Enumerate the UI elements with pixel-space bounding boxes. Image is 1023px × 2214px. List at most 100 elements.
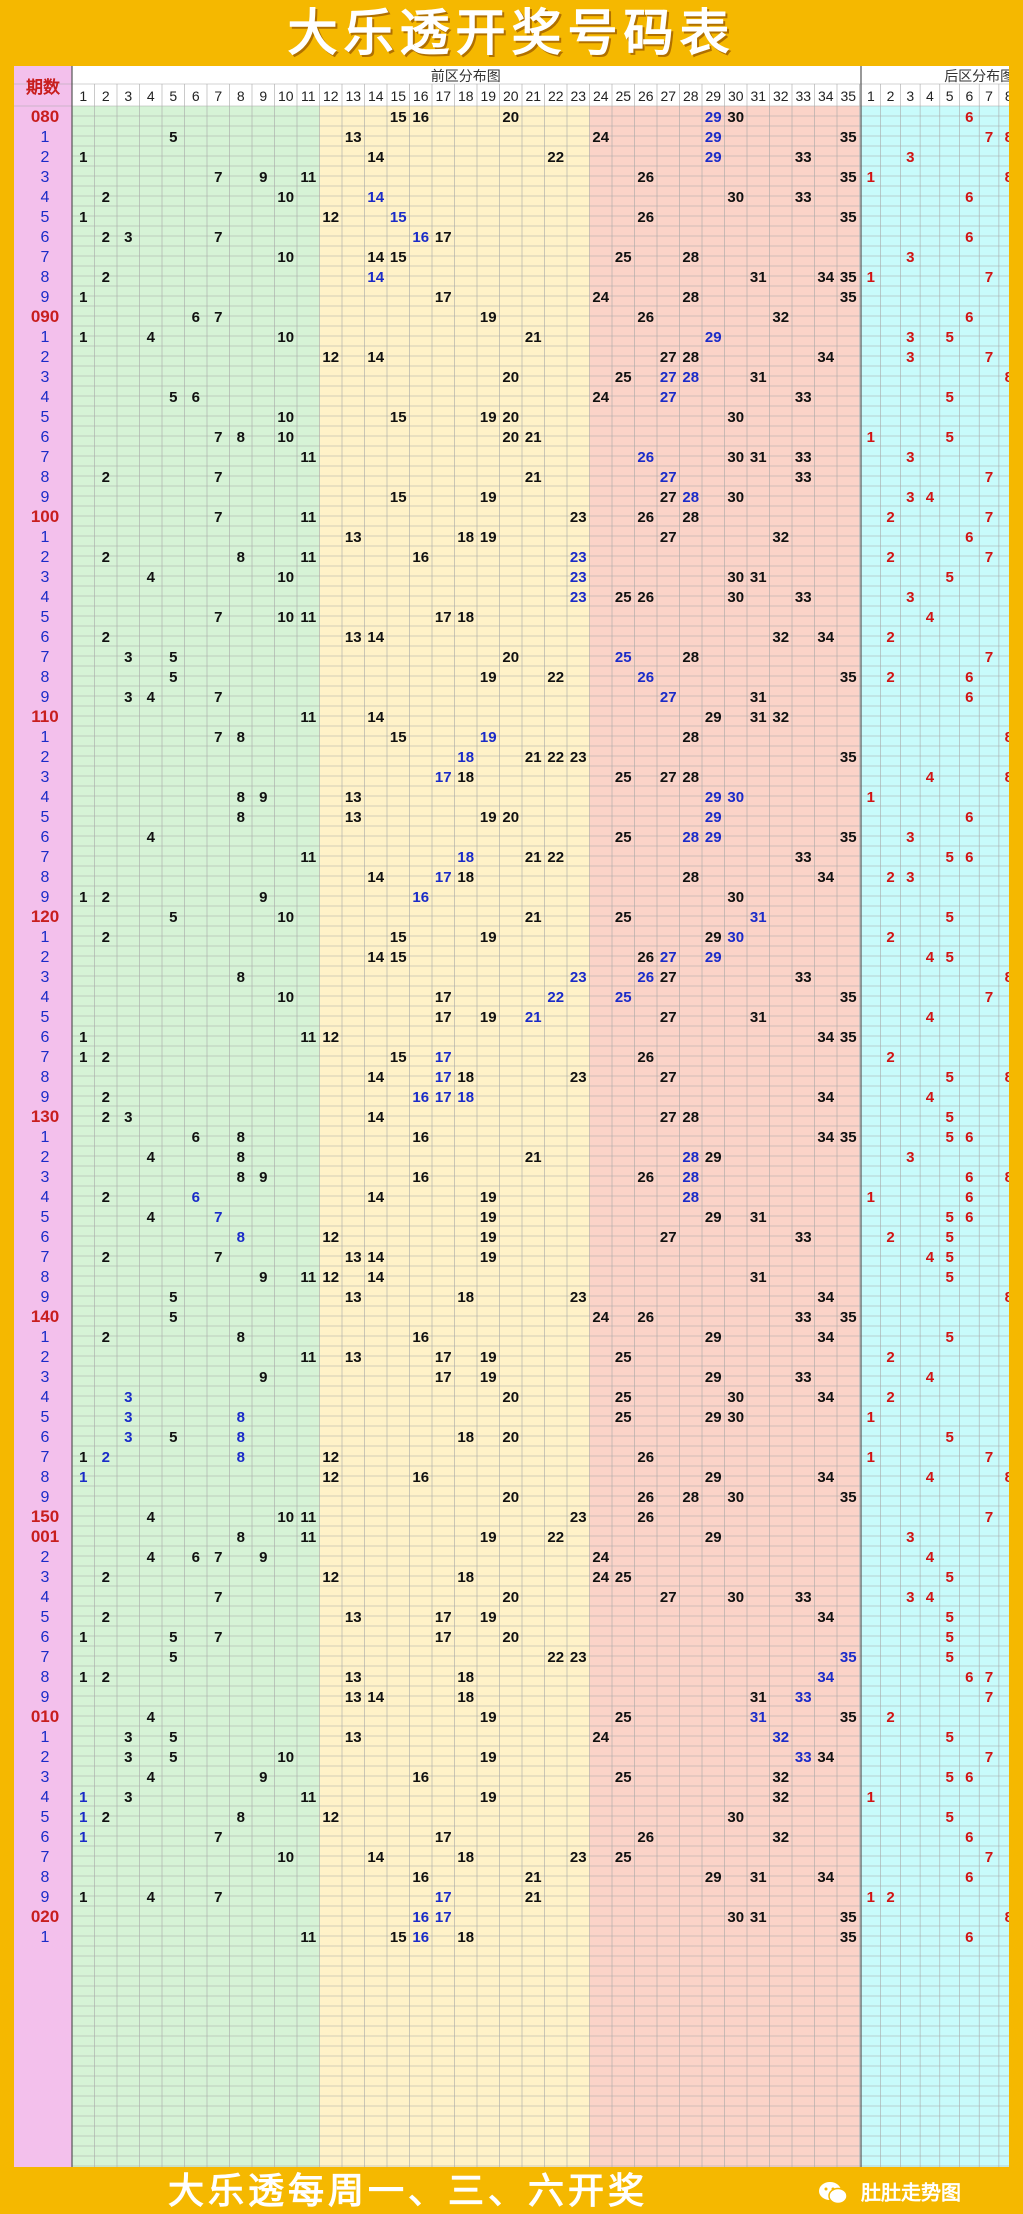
issue-label: 120	[31, 907, 59, 926]
back-number: 4	[926, 609, 935, 626]
front-number: 11	[300, 709, 316, 726]
front-number: 18	[457, 1069, 474, 1086]
front-number: 35	[840, 169, 857, 186]
back-column-label: 1	[867, 88, 875, 104]
back-number: 6	[965, 1869, 973, 1886]
front-number: 29	[705, 829, 722, 846]
issue-label: 5	[41, 1009, 50, 1026]
front-number: 14	[367, 709, 384, 726]
front-number: 8	[237, 1229, 245, 1246]
front-number: 34	[817, 349, 834, 366]
front-number: 3	[124, 1429, 132, 1446]
back-number: 7	[985, 1509, 993, 1526]
issue-column-bg	[14, 66, 72, 2167]
front-number: 18	[457, 1089, 474, 1106]
front-number: 13	[345, 1249, 362, 1266]
front-number: 13	[345, 629, 362, 646]
front-number: 20	[502, 409, 519, 426]
front-number: 3	[124, 1409, 132, 1426]
back-number: 7	[985, 269, 993, 286]
front-number: 20	[502, 1629, 519, 1646]
front-number: 8	[237, 1809, 245, 1826]
front-number: 28	[682, 729, 699, 746]
front-number: 19	[480, 1249, 497, 1266]
back-number: 5	[945, 1729, 953, 1746]
issue-label: 5	[41, 609, 50, 626]
front-number: 2	[102, 189, 110, 206]
chart-title: 大乐透开奖号码表	[287, 3, 736, 62]
issue-label: 9	[41, 889, 50, 906]
footer: 大乐透每周一、三、六开奖 肚肚走势图	[0, 2168, 1023, 2214]
front-number: 12	[322, 1569, 339, 1586]
front-number: 3	[124, 1749, 132, 1766]
issue-label: 010	[31, 1707, 59, 1726]
back-number: 5	[945, 429, 953, 446]
front-number: 16	[412, 889, 429, 906]
front-number: 32	[772, 529, 789, 546]
front-number: 20	[502, 1489, 519, 1506]
front-number: 18	[457, 1849, 474, 1866]
front-number: 9	[259, 1369, 267, 1386]
front-number: 2	[102, 1109, 110, 1126]
back-number: 5	[945, 1429, 953, 1446]
front-number: 28	[682, 1189, 699, 1206]
back-column-label: 8	[1005, 88, 1009, 104]
front-number: 8	[237, 1429, 245, 1446]
front-number: 30	[727, 589, 744, 606]
issue-label: 2	[41, 1349, 50, 1366]
issue-label: 080	[31, 107, 59, 126]
front-column-label: 4	[147, 88, 155, 104]
issue-label: 5	[41, 209, 50, 226]
back-number: 7	[985, 1669, 993, 1686]
front-number: 34	[817, 1469, 834, 1486]
issue-label: 7	[41, 1649, 50, 1666]
issue-label: 2	[41, 1749, 50, 1766]
front-number: 10	[277, 909, 294, 926]
front-number: 19	[480, 309, 497, 326]
front-number: 2	[102, 549, 110, 566]
front-number: 6	[192, 1189, 200, 1206]
front-number: 10	[277, 189, 294, 206]
front-number: 7	[214, 609, 222, 626]
front-number: 35	[840, 1709, 857, 1726]
front-number: 11	[300, 1529, 316, 1546]
front-number: 34	[817, 1609, 834, 1626]
front-number: 6	[192, 1549, 200, 1566]
front-number: 29	[705, 1209, 722, 1226]
issue-label: 5	[41, 1809, 50, 1826]
front-number: 34	[817, 1329, 834, 1346]
front-number: 6	[192, 1129, 200, 1146]
back-number: 1	[867, 789, 875, 806]
front-number: 33	[795, 969, 812, 986]
front-number: 31	[750, 909, 767, 926]
front-number: 2	[102, 1089, 110, 1106]
back-number: 5	[945, 1109, 953, 1126]
issue-label: 9	[41, 1689, 50, 1706]
front-number: 28	[682, 369, 699, 386]
front-number: 2	[102, 269, 110, 286]
front-number: 29	[705, 709, 722, 726]
front-number: 16	[412, 1909, 429, 1926]
front-number: 17	[435, 1889, 452, 1906]
front-number: 26	[637, 1049, 654, 1066]
front-number: 29	[705, 1149, 722, 1166]
front-number: 33	[795, 469, 812, 486]
back-number: 1	[867, 269, 875, 286]
front-number: 22	[547, 669, 564, 686]
front-number: 13	[345, 1669, 362, 1686]
front-number: 35	[840, 1649, 857, 1666]
front-number: 19	[480, 1369, 497, 1386]
front-number: 31	[750, 449, 767, 466]
front-number: 7	[214, 229, 222, 246]
issue-label: 2	[41, 149, 50, 166]
front-number: 35	[840, 1909, 857, 1926]
front-column-label: 23	[570, 88, 586, 104]
front-number: 4	[147, 1549, 156, 1566]
issue-label: 1	[41, 729, 50, 746]
front-number: 19	[480, 1209, 497, 1226]
back-number: 6	[965, 1169, 973, 1186]
front-number: 16	[412, 1769, 429, 1786]
front-number: 7	[214, 1829, 222, 1846]
front-number: 1	[79, 1669, 87, 1686]
front-number: 30	[727, 929, 744, 946]
